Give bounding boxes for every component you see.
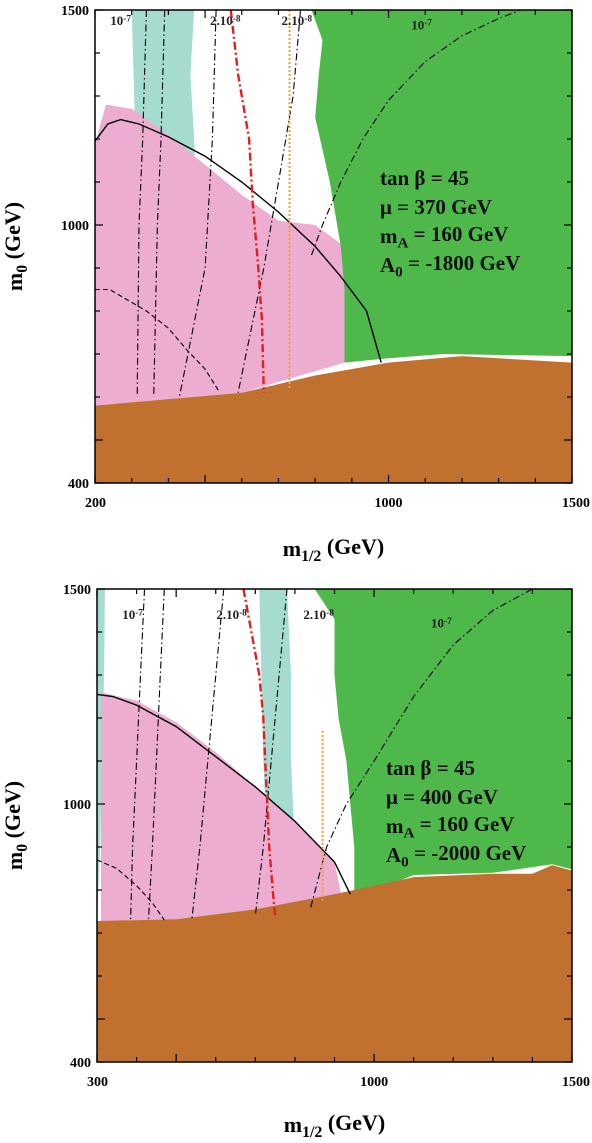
y-tick-label: 1500 (61, 4, 89, 19)
parameter-line: A0 = -1800 GeV (380, 251, 520, 280)
contour-dash-dot-5 (310, 589, 533, 908)
contour-red-dash-dot (229, 10, 265, 393)
y-tick-label: 400 (68, 477, 89, 492)
contour-solid (97, 693, 351, 895)
chart-panel-2: 10-7 2.10-8 2.10-8 10-7 tan β = 45 μ = 400 Ge… (0, 583, 590, 1141)
parameter-line: μ = 400 GeV (386, 785, 498, 809)
contour-red-dash-dot (242, 589, 277, 916)
region-teal-left (97, 589, 105, 921)
contour-label: 2.10-8 (303, 607, 334, 622)
x-tick-label: 200 (85, 496, 106, 511)
parameter-line: tan β = 45 (386, 756, 475, 780)
region-pink (101, 692, 343, 921)
plot-area: 10-7 2.10-8 2.10-8 10-7 (97, 589, 572, 1062)
region-green (311, 10, 572, 363)
contour-solid (95, 118, 382, 363)
contour-label: 10-7 (122, 607, 143, 622)
contour-dash-dot-4 (254, 589, 288, 916)
parameter-line: mA = 160 GeV (380, 222, 508, 251)
contour-lower-dashed (95, 288, 221, 393)
contour-dash-dot-1 (136, 10, 147, 398)
parameter-line: tan β = 45 (380, 166, 469, 190)
x-tick-label: 300 (87, 1075, 108, 1090)
chart-panel-1: 10-7 2.10-8 2.10-8 10-7 tan β = 45 μ = 370 Ge… (0, 4, 590, 565)
y-tick-label: 1000 (61, 219, 89, 234)
region-pink (95, 104, 345, 406)
contour-label: 10-7 (431, 616, 452, 631)
parameter-line: A0 = -2000 GeV (386, 841, 526, 870)
parameter-line: μ = 370 GeV (380, 195, 492, 219)
plot-frame (94, 9, 573, 484)
y-tick-label: 1000 (63, 798, 91, 813)
x-axis-title: m1/2 (GeV) (284, 1110, 385, 1141)
contour-label: 2.10-8 (210, 13, 241, 28)
x-axis-title: m1/2 (GeV) (283, 534, 384, 565)
contour-label: 10-7 (411, 17, 432, 32)
contour-dash-dot-2 (153, 10, 166, 398)
axis-ticks (94, 9, 573, 484)
parameter-line: mA = 160 GeV (386, 812, 514, 841)
y-tick-label: 400 (70, 1056, 91, 1071)
plot-area: 10-7 2.10-8 2.10-8 10-7 (95, 10, 572, 483)
region-green (314, 589, 572, 899)
contour-dash-dot-5 (310, 10, 521, 256)
x-tick-label: 1000 (375, 496, 403, 511)
axis-ticks (96, 588, 573, 1063)
x-tick-label: 1000 (360, 1075, 388, 1090)
region-brown (97, 865, 572, 1062)
contour-label: 2.10-8 (216, 607, 247, 622)
y-axis-title: m0 (GeV) (0, 202, 31, 291)
contour-dash-dot-3 (178, 10, 217, 398)
contour-label: 2.10-8 (282, 13, 313, 28)
y-axis-title: m0 (GeV) (0, 781, 31, 870)
contour-label: 10-7 (110, 13, 131, 28)
region-brown (95, 356, 572, 483)
y-tick-label: 1500 (63, 583, 91, 598)
x-tick-label: 1500 (562, 496, 590, 511)
x-tick-label: 1500 (562, 1075, 590, 1090)
